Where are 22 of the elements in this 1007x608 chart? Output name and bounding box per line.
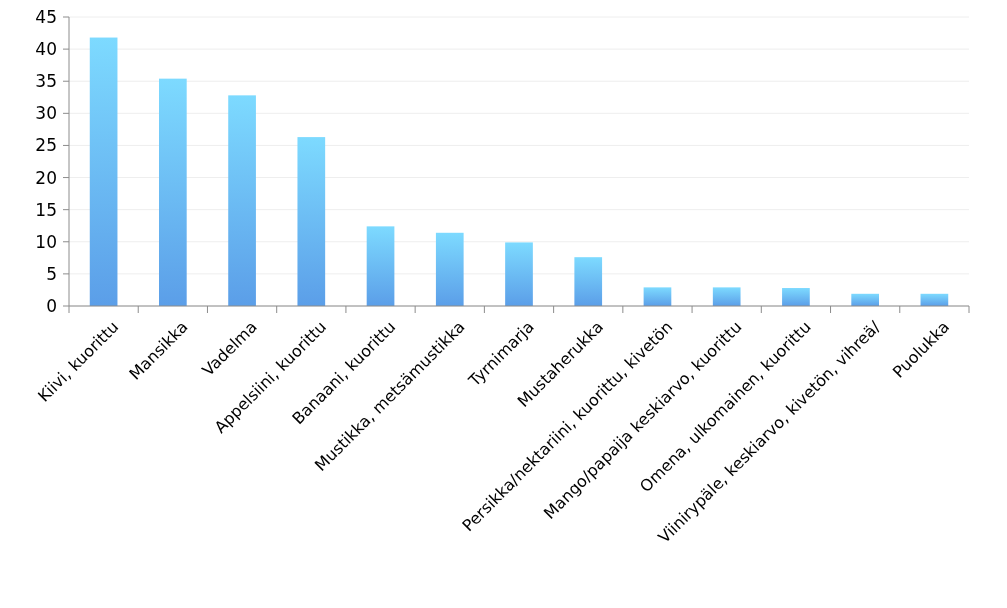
y-tick-label: 30 [35,103,57,124]
bar [89,37,118,306]
bar [574,257,603,306]
bar [228,95,256,306]
y-tick-label: 5 [46,263,57,284]
y-tick-label: 45 [35,6,57,27]
bar [782,288,810,306]
y-tick-label: 35 [35,71,57,92]
bar [435,232,464,306]
y-tick-label: 40 [35,39,57,60]
y-tick-label: 25 [35,135,57,156]
y-tick-label: 20 [35,167,57,188]
bar [505,242,533,306]
bar [297,137,326,306]
bar [643,287,672,306]
bar [366,226,395,306]
bar [712,287,741,306]
y-tick-label: 15 [35,199,57,220]
bar [159,78,187,306]
bar [851,293,879,306]
y-tick-label: 10 [35,231,57,252]
y-tick-label: 0 [46,295,57,316]
